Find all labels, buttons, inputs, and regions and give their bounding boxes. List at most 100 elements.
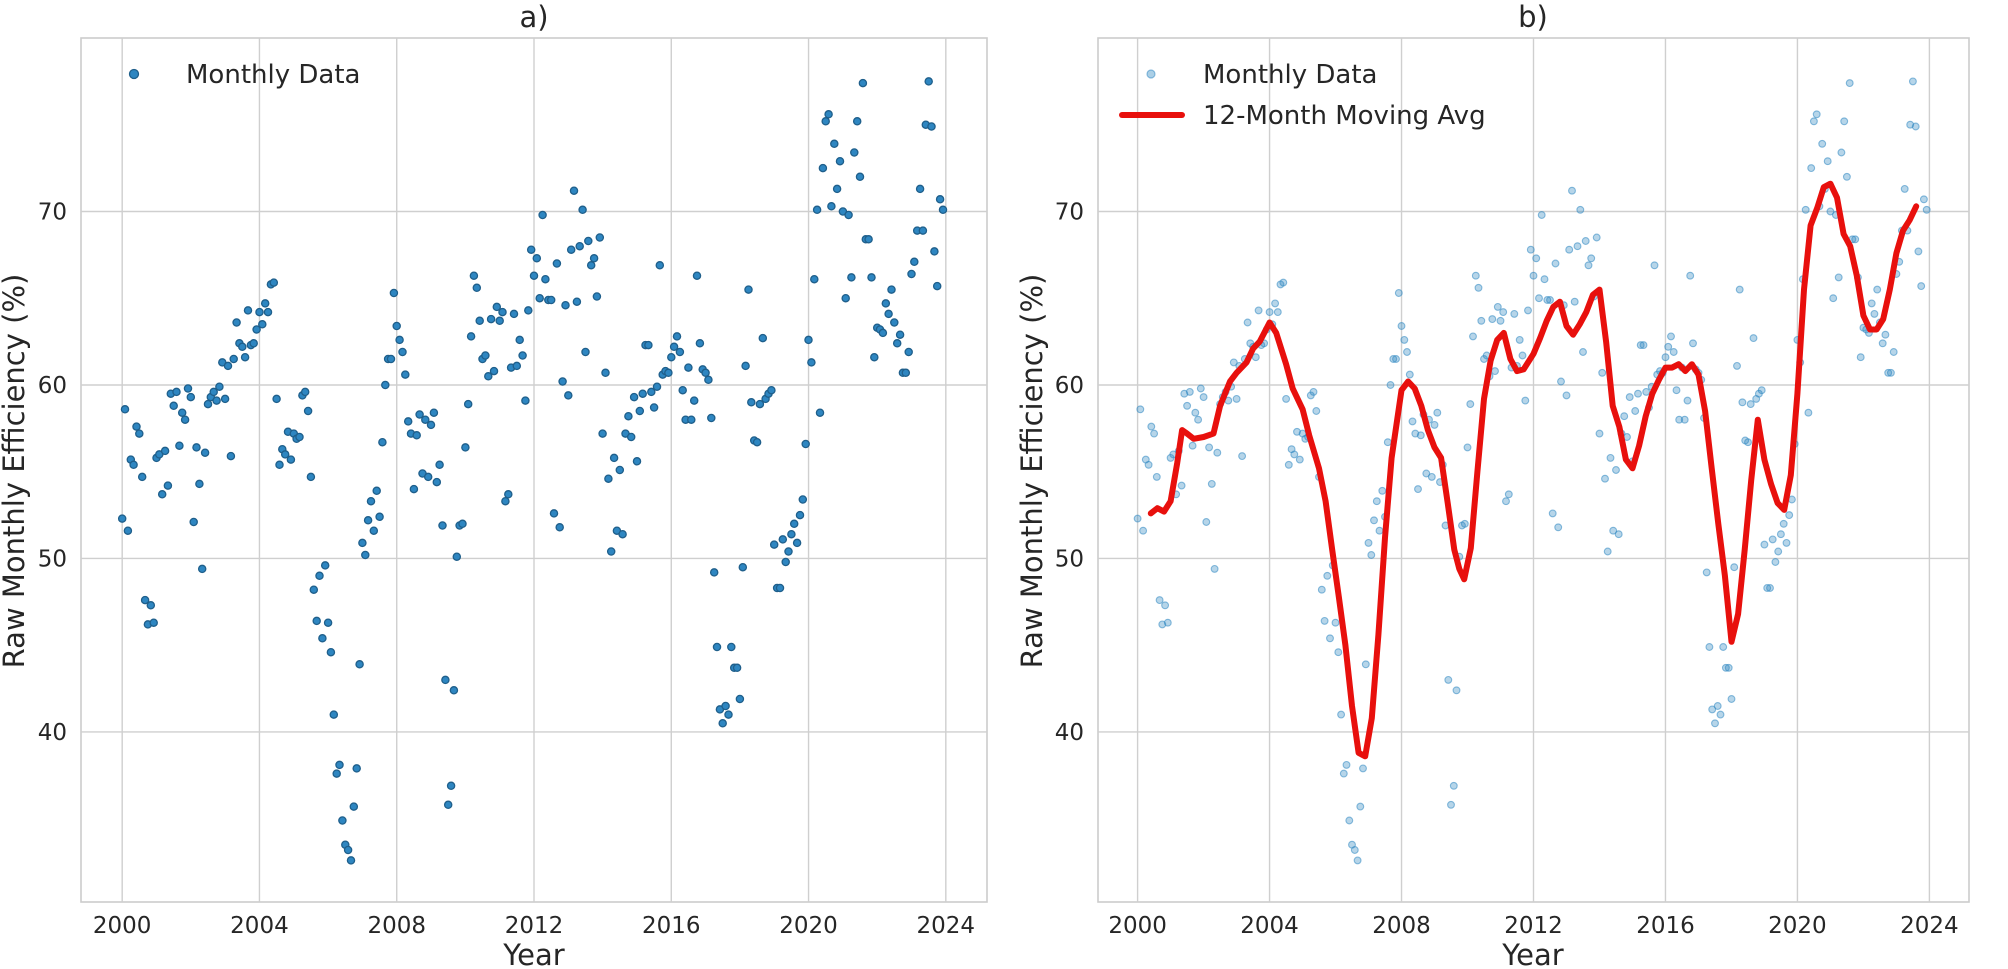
data-point-faded — [1867, 299, 1876, 308]
data-point — [629, 392, 639, 402]
data-point — [258, 320, 267, 329]
data-point-faded — [1361, 660, 1370, 669]
data-point — [486, 314, 496, 324]
data-point — [784, 547, 793, 556]
data-point-faded — [1584, 261, 1593, 270]
data-point-faded — [1163, 618, 1172, 627]
data-point — [649, 403, 659, 412]
x-tick-label: 2000 — [93, 913, 152, 939]
data-point — [412, 431, 421, 440]
data-point-faded — [1856, 353, 1865, 362]
data-point-faded — [1422, 469, 1431, 478]
data-point-faded — [1592, 233, 1601, 242]
data-point-faded — [1634, 389, 1642, 398]
data-point-faded — [1191, 408, 1200, 417]
data-point — [844, 210, 853, 220]
data-point — [552, 259, 562, 268]
data-point — [927, 122, 936, 131]
data-point-faded — [1744, 438, 1752, 447]
data-point — [687, 415, 696, 424]
data-point-faded — [1636, 341, 1645, 350]
data-point-faded — [1238, 452, 1247, 461]
data-point-faded — [1851, 235, 1860, 244]
data-point — [624, 411, 633, 421]
data-point — [821, 117, 830, 126]
data-point-faded — [1689, 339, 1697, 348]
data-point-faded — [1155, 596, 1164, 605]
data-point — [895, 330, 905, 339]
data-point — [443, 800, 453, 810]
data-point-faded — [1551, 259, 1560, 268]
data-point — [177, 408, 187, 417]
grid-b — [1098, 38, 1969, 902]
data-point-faded — [1603, 547, 1612, 556]
data-point — [429, 408, 439, 417]
data-point — [738, 562, 748, 572]
data-point — [526, 245, 536, 254]
data-point — [338, 816, 347, 825]
data-point — [458, 519, 467, 529]
data-point-faded — [1356, 802, 1365, 811]
data-point-faded — [1317, 585, 1326, 594]
data-point — [346, 856, 356, 865]
data-point — [638, 389, 647, 398]
data-point-faded — [1350, 846, 1359, 854]
data-point-faded — [1911, 122, 1920, 131]
data-point — [255, 307, 264, 317]
data-point-faded — [1271, 299, 1280, 308]
data-point-faded — [1471, 271, 1480, 280]
data-point-faded — [1326, 634, 1334, 643]
data-point-faded — [1650, 261, 1659, 270]
data-point-faded — [1804, 408, 1813, 417]
data-point — [172, 387, 181, 397]
data-point-faded — [1400, 335, 1409, 344]
data-point-faded — [1757, 386, 1766, 395]
data-point — [363, 516, 373, 525]
data-point-faded — [1444, 675, 1453, 684]
data-point — [835, 156, 845, 166]
data-point — [318, 634, 327, 643]
data-point-faded — [1713, 702, 1722, 710]
x-tick-label: 2000 — [1108, 913, 1167, 939]
data-point — [812, 205, 822, 215]
data-point — [709, 568, 719, 577]
y-tick-label: 60 — [1055, 373, 1084, 399]
data-point — [369, 526, 379, 535]
data-point — [269, 278, 279, 287]
data-point — [326, 647, 336, 657]
data-point — [378, 437, 387, 447]
x-tick-label: 2012 — [505, 913, 564, 939]
data-point-faded — [1601, 474, 1609, 483]
data-point — [601, 368, 610, 378]
data-point-faded — [1353, 856, 1362, 865]
data-point-faded — [1339, 769, 1348, 778]
data-point — [146, 601, 156, 610]
data-point — [504, 490, 513, 499]
data-point — [220, 394, 230, 404]
data-point-faded — [1705, 643, 1714, 651]
data-point — [678, 385, 687, 395]
data-point — [884, 309, 893, 319]
data-point — [489, 366, 499, 376]
data-point-faded — [1397, 322, 1406, 330]
data-point — [532, 254, 542, 263]
x-tick-label: 2016 — [642, 913, 701, 939]
data-point — [881, 299, 891, 308]
data-point-faded — [1686, 271, 1695, 280]
x-axis-label-b: Year — [1501, 938, 1563, 969]
data-point — [598, 429, 607, 438]
data-point-faded — [1312, 407, 1321, 415]
data-point — [320, 561, 330, 570]
data-point — [924, 77, 933, 86]
data-point-faded — [1782, 538, 1791, 547]
data-point — [135, 429, 144, 438]
data-point — [787, 529, 796, 539]
data-point — [323, 618, 333, 627]
data-point-faded — [1766, 584, 1774, 592]
data-point-faded — [1499, 308, 1508, 317]
data-point-faded — [1367, 551, 1376, 559]
data-point — [878, 328, 888, 338]
data-point-faded — [1884, 368, 1893, 377]
y-tick-label: 70 — [38, 199, 67, 225]
data-point-faded — [1518, 351, 1527, 360]
